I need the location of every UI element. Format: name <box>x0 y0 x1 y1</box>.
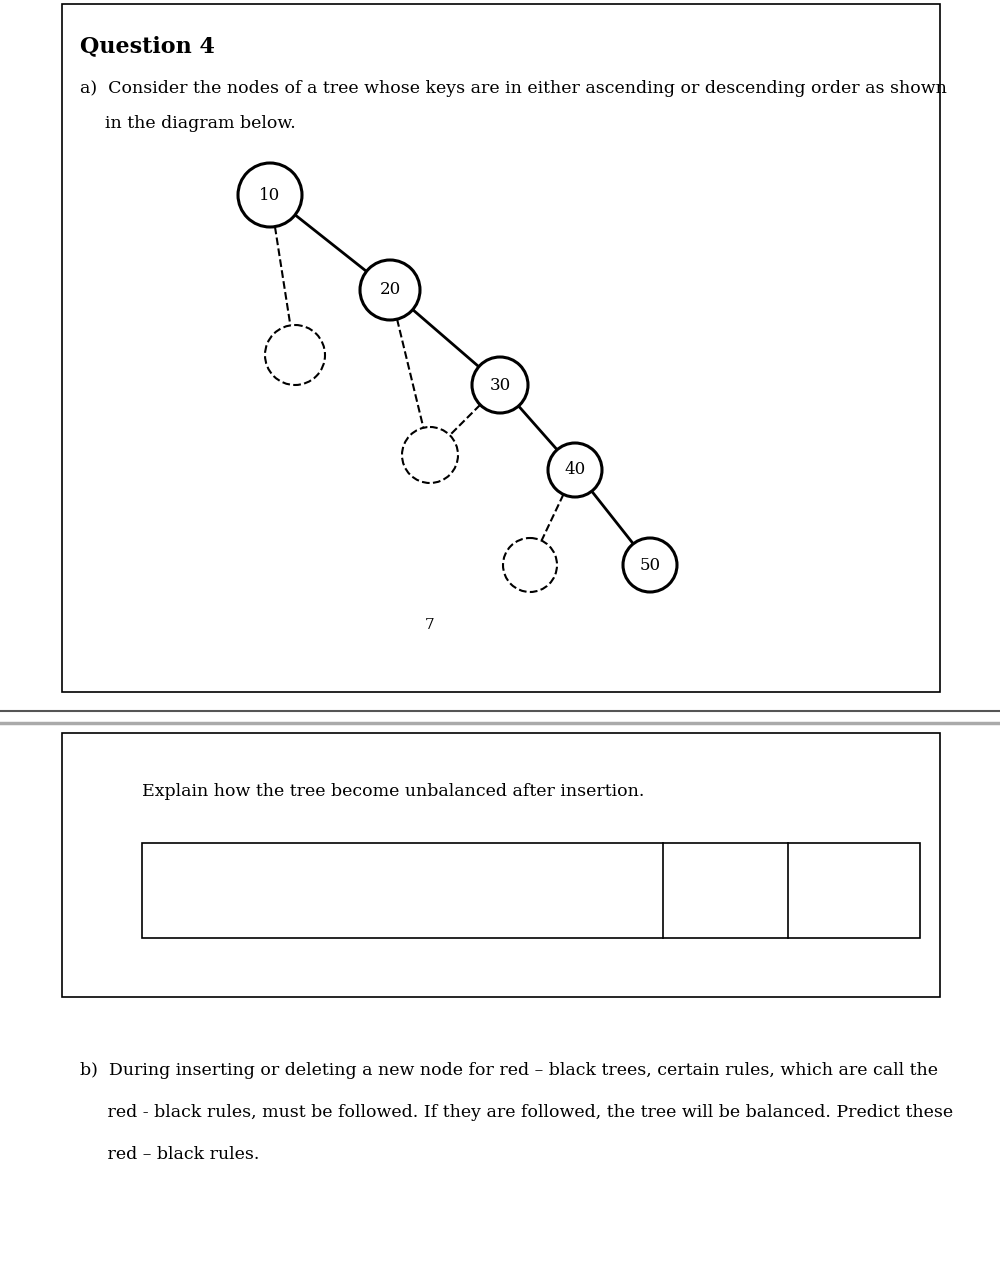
Text: 50: 50 <box>639 556 661 574</box>
Circle shape <box>360 259 420 320</box>
Circle shape <box>503 538 557 592</box>
Text: 10: 10 <box>259 187 281 203</box>
Text: Explain how the tree become unbalanced after insertion.: Explain how the tree become unbalanced a… <box>142 783 644 800</box>
Bar <box>62 734 940 997</box>
Text: 7: 7 <box>425 619 435 633</box>
Circle shape <box>238 164 302 227</box>
Circle shape <box>402 427 458 483</box>
Text: 40: 40 <box>564 461 586 478</box>
Bar <box>142 843 920 938</box>
Circle shape <box>472 357 528 413</box>
Text: in the diagram below.: in the diagram below. <box>105 115 296 132</box>
Bar <box>62 4 940 691</box>
Text: a)  Consider the nodes of a tree whose keys are in either ascending or descendin: a) Consider the nodes of a tree whose ke… <box>80 81 947 97</box>
Text: Question 4: Question 4 <box>80 35 215 58</box>
Circle shape <box>623 538 677 592</box>
Circle shape <box>265 325 325 385</box>
Text: 20: 20 <box>379 281 401 299</box>
Text: 30: 30 <box>489 377 511 394</box>
Circle shape <box>548 443 602 497</box>
Text: b)  During inserting or deleting a new node for red – black trees, certain rules: b) During inserting or deleting a new no… <box>80 1062 938 1079</box>
Text: red - black rules, must be followed. If they are followed, the tree will be bala: red - black rules, must be followed. If … <box>80 1104 953 1121</box>
Text: red – black rules.: red – black rules. <box>80 1146 259 1163</box>
